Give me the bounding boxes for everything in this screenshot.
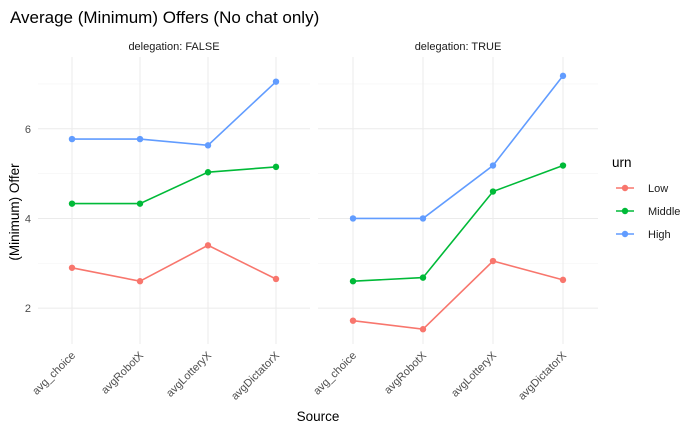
series-line-low <box>352 260 564 331</box>
y-tick-label: 4 <box>25 213 31 225</box>
x-tick-label: avgDictatorX <box>229 349 282 402</box>
data-point-middle <box>489 188 497 195</box>
series-line-middle <box>72 166 277 205</box>
chart-title: Average (Minimum) Offers (No chat only) <box>10 8 319 27</box>
data-point-high <box>204 142 212 149</box>
y-axis-title: (Minimum) Offer <box>7 163 22 261</box>
data-point-low <box>489 257 497 265</box>
data-point-high <box>489 162 497 169</box>
legend-title: urn <box>612 155 632 170</box>
data-point-low <box>204 242 212 249</box>
data-point-low <box>136 278 144 285</box>
legend-item-low: Low <box>616 183 668 195</box>
strip-label: delegation: FALSE <box>128 41 219 53</box>
legend-item-high: High <box>616 229 671 241</box>
data-point-low <box>272 275 280 283</box>
strip-label: delegation: TRUE <box>415 41 502 53</box>
x-tick-label: avgDictatorX <box>516 349 569 402</box>
data-point-low <box>559 276 567 284</box>
data-point-middle <box>68 200 76 207</box>
series-line-middle <box>352 164 564 282</box>
panels: delegation: FALSE avg_choice avgRobotX avgL… <box>25 41 598 403</box>
data-point-middle <box>559 162 567 169</box>
data-point-middle <box>136 200 144 207</box>
data-point-middle <box>272 163 280 171</box>
legend-key-point <box>621 230 629 238</box>
legend-label: High <box>648 229 671 241</box>
data-point-low <box>349 317 357 324</box>
legend-label: Low <box>648 183 668 195</box>
data-point-high <box>419 215 427 222</box>
series-line-low <box>71 244 277 283</box>
legend-key-point <box>621 184 629 192</box>
x-tick-label: avgRobotX <box>99 349 146 396</box>
y-tick-label: 6 <box>25 124 31 136</box>
legend: urn Low Middle High <box>612 155 680 241</box>
x-tick-label: avgRobotX <box>382 349 429 396</box>
series-line-high <box>72 81 277 147</box>
panel-2: delegation: TRUE avg_choice avgRobotX avgLo… <box>311 41 598 403</box>
data-point-low <box>419 326 427 333</box>
data-point-high <box>272 78 280 85</box>
x-tick-label: avg_choice <box>311 350 359 398</box>
data-point-middle <box>349 278 357 285</box>
x-tick-label: avgLotteryX <box>449 349 499 399</box>
data-point-high <box>136 135 144 143</box>
data-point-middle <box>204 169 212 176</box>
series-line-high <box>353 75 564 220</box>
x-axis-title: Source <box>297 409 340 424</box>
data-point-low <box>68 264 76 271</box>
y-tick-label: 2 <box>25 303 31 315</box>
data-point-high <box>349 215 357 222</box>
x-tick-label: avg_choice <box>30 350 78 398</box>
legend-label: Middle <box>648 206 680 218</box>
panel-1: delegation: FALSE avg_choice avgRobotX avgL… <box>30 41 310 403</box>
data-point-middle <box>419 274 427 281</box>
data-point-high <box>559 72 567 80</box>
x-tick-label: avgLotteryX <box>164 349 214 399</box>
legend-key-point <box>621 207 629 215</box>
legend-item-middle: Middle <box>616 206 680 218</box>
data-point-high <box>68 135 76 143</box>
